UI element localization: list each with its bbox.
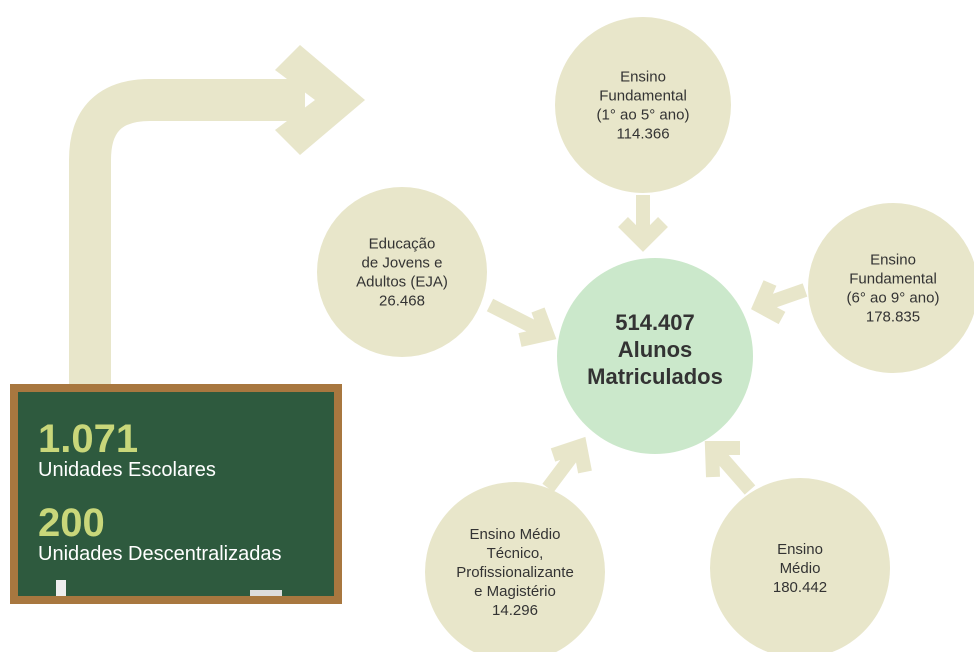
- node-line: Profissionalizante: [456, 564, 574, 581]
- schools-value: 1.071: [38, 417, 138, 461]
- center-line: Alunos: [618, 337, 693, 362]
- node-line: Fundamental: [599, 88, 687, 105]
- node-circle: [317, 187, 487, 357]
- decentralized-value: 200: [38, 501, 105, 545]
- node-line: 178.835: [866, 309, 920, 326]
- schools-label: Unidades Escolares: [38, 459, 216, 481]
- node-line: 26.468: [379, 293, 425, 310]
- node-line: Ensino: [777, 541, 823, 558]
- node-line: Educação: [369, 236, 436, 253]
- node-circle: [555, 17, 731, 193]
- node-line: 14.296: [492, 602, 538, 619]
- node-line: de Jovens e: [362, 255, 443, 272]
- decentralized-label: Unidades Descentralizadas: [38, 543, 281, 565]
- big-arrow: [90, 100, 305, 390]
- node-line: Ensino: [870, 252, 916, 269]
- node-line: Médio: [780, 560, 821, 577]
- node-circle: [808, 203, 974, 373]
- node-line: Ensino Médio: [470, 526, 561, 543]
- node-line: Técnico,: [487, 545, 544, 562]
- infographic: 1.071 Unidades Escolares 200 Unidades De…: [0, 0, 974, 652]
- chalk: [56, 580, 66, 596]
- center-line: 514.407: [615, 310, 695, 335]
- center-line: Matriculados: [587, 364, 723, 389]
- node-line: Adultos (EJA): [356, 274, 448, 291]
- node-line: (6° ao 9° ano): [847, 290, 940, 307]
- node-line: Ensino: [620, 69, 666, 86]
- node-line: Fundamental: [849, 271, 937, 288]
- node-line: e Magistério: [474, 583, 556, 600]
- node-line: 114.366: [616, 126, 669, 143]
- node-line: (1° ao 5° ano): [597, 107, 690, 124]
- eraser: [250, 590, 282, 596]
- node-line: 180.442: [773, 579, 827, 596]
